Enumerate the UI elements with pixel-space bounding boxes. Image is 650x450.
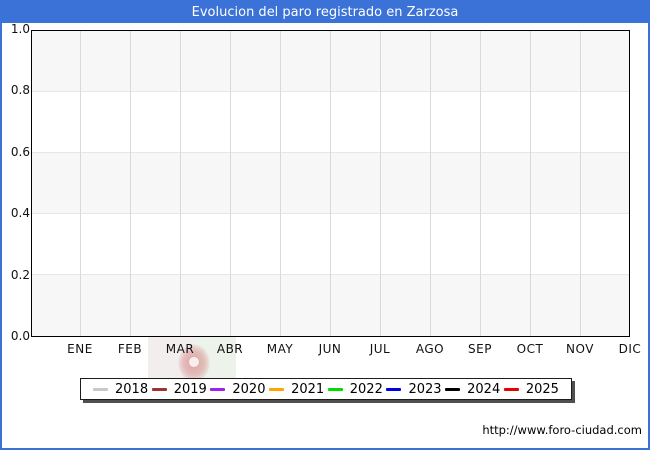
- legend-label: 2020: [232, 381, 266, 397]
- legend-dash-icon: [210, 387, 226, 391]
- vgrid-line: [80, 31, 81, 336]
- vgrid-line: [230, 31, 231, 336]
- x-tick-label-feb: FEB: [117, 342, 143, 356]
- plot-area: [31, 30, 630, 337]
- y-tick-label: 0.4: [10, 206, 30, 221]
- y-tick-label: 0.6: [10, 144, 30, 159]
- vgrid-line: [180, 31, 181, 336]
- legend-label: 2022: [349, 381, 383, 397]
- watermark-crest-core: [189, 357, 199, 367]
- legend-label: 2025: [525, 381, 559, 397]
- x-tick-label-jun: JUN: [318, 342, 342, 356]
- vgrid-line: [330, 31, 331, 336]
- x-tick-label-dic: DIC: [618, 342, 642, 356]
- legend-dash-icon: [269, 387, 285, 391]
- legend-item-2023: 2023: [386, 381, 442, 397]
- x-tick-label-jul: JUL: [369, 342, 391, 356]
- legend-item-2021: 2021: [269, 382, 324, 397]
- legend-dash-icon: [327, 387, 343, 391]
- x-tick-label-abr: ABR: [216, 342, 244, 356]
- vgrid-line: [530, 31, 531, 336]
- chart-title: Evolucion del paro registrado en Zarzosa: [2, 2, 648, 23]
- legend-dash-icon: [445, 387, 461, 391]
- legend-item-2025: 2025: [503, 381, 559, 397]
- legend-dash-icon: [386, 387, 402, 391]
- vgrid-line: [130, 31, 131, 336]
- legend-label: 2023: [408, 381, 442, 397]
- legend-item-2019: 2019: [151, 381, 207, 397]
- legend-item-2020: 2020: [210, 382, 265, 397]
- x-tick-label-ago: AGO: [415, 342, 445, 356]
- x-tick-label-mar: MAR: [165, 342, 195, 356]
- legend-dash-icon: [503, 387, 519, 391]
- watermark-url: http://www.foro-ciudad.com: [482, 423, 642, 437]
- vgrid-line: [380, 31, 381, 336]
- y-tick-label: 0.2: [10, 267, 30, 282]
- legend-label: 2021: [291, 381, 325, 397]
- vgrid-line: [480, 31, 481, 336]
- watermark-crest-icon: [178, 344, 210, 382]
- y-tick-label: 0.8: [10, 83, 30, 98]
- y-tick-label: 0.0: [10, 329, 30, 343]
- vgrid-line: [280, 31, 281, 336]
- x-tick-label-may: MAY: [266, 342, 294, 356]
- vgrid-line: [430, 31, 431, 336]
- legend-label: 2024: [467, 381, 501, 397]
- legend-label: 2019: [173, 381, 207, 397]
- legend-label: 2018: [115, 381, 149, 397]
- legend: 2018 2019 2020 2021 2022 2023 2024 2025: [80, 378, 572, 400]
- legend-item-2024: 2024: [445, 382, 500, 397]
- legend-dash-icon: [93, 387, 108, 391]
- legend-dash-icon: [151, 387, 167, 391]
- legend-item-2022: 2022: [327, 381, 383, 397]
- vgrid-line: [580, 31, 581, 336]
- x-tick-label-sep: SEP: [468, 342, 492, 356]
- x-tick-label-oct: OCT: [516, 342, 544, 356]
- x-tick-label-ene: ENE: [67, 342, 93, 356]
- x-tick-label-nov: NOV: [566, 342, 594, 356]
- y-tick-label: 1.0: [10, 22, 30, 36]
- legend-item-2018: 2018: [93, 382, 148, 397]
